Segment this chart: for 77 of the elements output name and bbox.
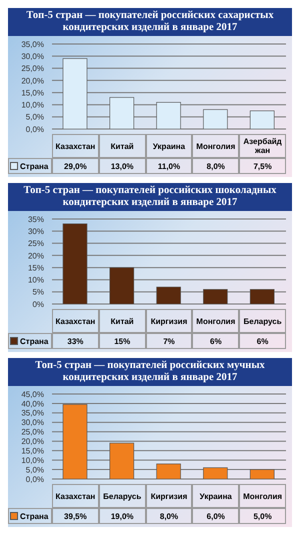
x-tick-label: Монголия: [239, 484, 286, 508]
y-tick-label: 10,0%: [21, 100, 44, 110]
bar: [250, 110, 274, 129]
y-tick-label: 20,0%: [21, 76, 44, 86]
data-label: 6,0%: [192, 508, 240, 524]
y-tick-label: 35,0%: [21, 408, 44, 418]
y-tick-label: 0,0%: [26, 474, 44, 484]
y-tick-label: 20,0%: [21, 437, 44, 446]
bar: [110, 442, 134, 479]
x-tick-label: Беларусь: [239, 309, 286, 333]
y-tick-label: 45,0%: [21, 390, 44, 399]
data-label: 8,0%: [192, 158, 240, 174]
y-tick-label: 5%: [32, 288, 44, 297]
bar: [203, 109, 228, 129]
y-tick-label: 30%: [28, 226, 44, 236]
bar: [156, 102, 181, 129]
bar: [203, 289, 228, 304]
legend-label: Страна: [8, 158, 52, 174]
bar: [156, 286, 181, 304]
data-label: 6%: [192, 333, 240, 349]
bar: [250, 469, 274, 479]
y-tick-label: 25,0%: [21, 64, 44, 74]
data-label: 13,0%: [98, 158, 146, 174]
legend-label: Страна: [8, 508, 52, 524]
x-tick-label: Киргизия: [146, 309, 192, 333]
data-label: 29,0%: [52, 158, 99, 174]
y-tick-label: 35,0%: [21, 40, 44, 49]
x-tick-label: Украина: [146, 134, 192, 158]
bar: [110, 267, 134, 304]
x-tick-label: Киргизия: [146, 484, 192, 508]
data-label: 7%: [146, 333, 192, 349]
y-tick-label: 0,0%: [26, 124, 44, 134]
legend-label: Страна: [8, 333, 52, 349]
x-tick-label: Монголия: [192, 134, 240, 158]
x-tick-label: Украина: [192, 484, 240, 508]
data-label: 8,0%: [146, 508, 192, 524]
bar: [203, 467, 228, 479]
x-tick-label: Монголия: [192, 309, 240, 333]
chart-title: Топ-5 стран — покупателей российских мучных кондитерских изделий в январе 2017: [8, 358, 292, 386]
data-label: 19,0%: [98, 508, 146, 524]
data-label: 5,0%: [239, 508, 286, 524]
x-tick-label: Китай: [98, 309, 146, 333]
y-tick-label: 15,0%: [21, 446, 44, 456]
data-label: 11,0%: [146, 158, 192, 174]
bar: [62, 404, 88, 479]
y-tick-label: 10%: [28, 276, 44, 285]
y-tick-label: 15%: [28, 263, 44, 272]
bar: [250, 289, 274, 304]
y-tick-label: 0%: [32, 300, 44, 309]
y-tick-label: 30,0%: [21, 52, 44, 61]
x-tick-label: Казахстан: [52, 134, 99, 158]
data-label: 6%: [239, 333, 286, 349]
bar: [110, 97, 134, 129]
y-tick-label: 25,0%: [21, 428, 44, 437]
x-tick-label: Казахстан: [52, 484, 99, 508]
bar: [62, 58, 88, 129]
chart-title: Топ-5 стран — покупателей российских шоколадных кондитерских изделий в январе 2017: [8, 183, 292, 211]
x-tick-label: Казахстан: [52, 309, 99, 333]
data-label: 39,5%: [52, 508, 99, 524]
y-tick-label: 20%: [28, 251, 44, 260]
y-tick-label: 10,0%: [21, 456, 44, 465]
y-tick-label: 15,0%: [21, 88, 44, 98]
x-tick-label: Беларусь: [98, 484, 146, 508]
y-tick-label: 40,0%: [21, 399, 44, 408]
y-tick-label: 25%: [28, 239, 44, 248]
bar: [62, 224, 88, 304]
bar: [156, 464, 181, 479]
data-label: 7,5%: [239, 158, 286, 174]
y-tick-label: 5,0%: [26, 465, 44, 474]
x-tick-label: Китай: [98, 134, 146, 158]
chart-title: Топ-5 стран — покупателей российских сахаристых кондитерских изделий в январе 2017: [8, 8, 292, 36]
y-tick-label: 30,0%: [21, 418, 44, 428]
x-tick-label: Азербайджан: [239, 134, 286, 158]
y-tick-label: 35%: [28, 214, 44, 224]
y-tick-label: 5,0%: [26, 112, 44, 122]
data-label: 33%: [52, 333, 99, 349]
data-label: 15%: [98, 333, 146, 349]
